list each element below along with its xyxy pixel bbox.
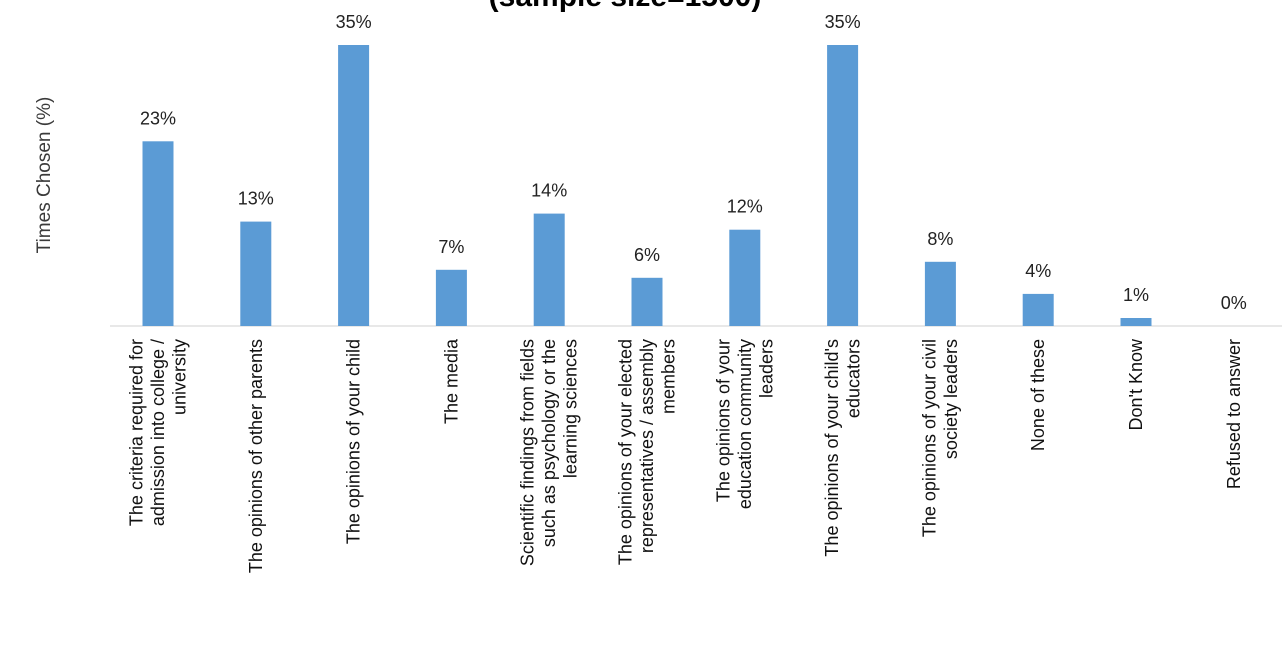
bar bbox=[240, 221, 272, 326]
data-label: 8% bbox=[927, 229, 953, 249]
bar bbox=[631, 277, 663, 326]
data-label: 6% bbox=[634, 245, 660, 265]
y-axis-label: Times Chosen (%) bbox=[34, 97, 55, 254]
bar bbox=[729, 229, 761, 326]
chart-title: (sample size=1500) bbox=[489, 0, 762, 13]
category-label: Scientific findings from fieldssuch as p… bbox=[518, 339, 581, 566]
bar bbox=[142, 141, 174, 326]
bar bbox=[1120, 318, 1152, 326]
bar bbox=[533, 213, 565, 326]
category-label: The opinions of your child bbox=[344, 339, 364, 544]
data-label: 35% bbox=[336, 12, 372, 32]
data-label: 7% bbox=[438, 237, 464, 257]
bar bbox=[1022, 293, 1054, 326]
bar bbox=[338, 45, 370, 326]
category-label: The opinions of your civilsociety leader… bbox=[920, 339, 962, 537]
category-label: The opinions of your child'seducators bbox=[822, 339, 864, 557]
category-label: The opinions of your electedrepresentati… bbox=[616, 339, 679, 565]
category-label: Refused to answer bbox=[1224, 339, 1244, 489]
category-label: None of these bbox=[1028, 339, 1048, 451]
data-label: 12% bbox=[727, 197, 763, 217]
data-label: 0% bbox=[1221, 293, 1247, 313]
bar bbox=[435, 269, 467, 326]
category-label: The opinions of other parents bbox=[246, 339, 266, 573]
category-label: The criteria required foradmission into … bbox=[127, 339, 190, 526]
data-label: 35% bbox=[825, 12, 861, 32]
category-label: The media bbox=[441, 338, 461, 424]
category-label: Don't Know bbox=[1126, 338, 1146, 430]
value-labels-group: 23% 13% 35% 7% 14% 6% 12% 35% 8% 4% 1% 0% bbox=[140, 12, 1247, 313]
data-label: 4% bbox=[1025, 261, 1051, 281]
data-label: 13% bbox=[238, 189, 274, 209]
data-label: 23% bbox=[140, 108, 176, 128]
bar bbox=[924, 261, 956, 326]
bars-group bbox=[142, 45, 1152, 326]
data-label: 1% bbox=[1123, 285, 1149, 305]
category-label: The opinions of youreducation communityl… bbox=[713, 339, 776, 509]
bar bbox=[827, 45, 859, 326]
data-label: 14% bbox=[531, 181, 567, 201]
category-labels-group: The criteria required foradmission into … bbox=[127, 338, 1244, 573]
